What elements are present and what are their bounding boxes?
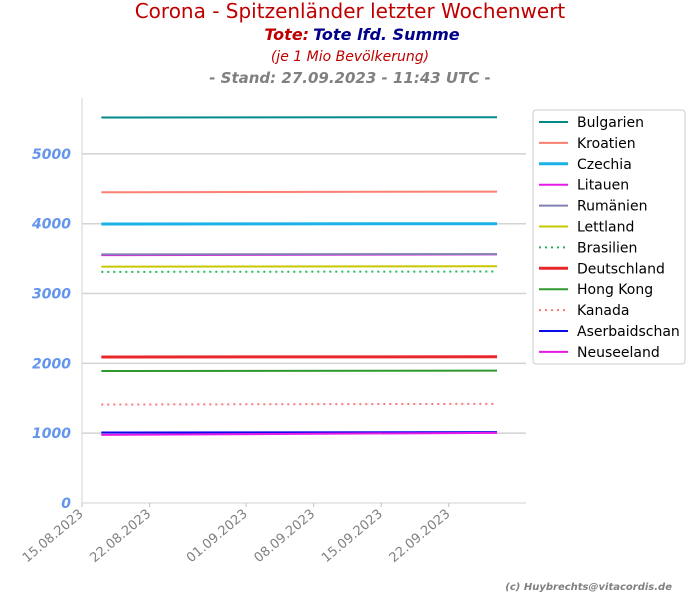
y-tick-label: 3000 [32,287,71,303]
y-tick-label: 4000 [31,217,71,233]
subtitle-prefix: Tote: [264,25,309,44]
y-tick-label: 1000 [32,426,71,442]
grid [82,153,526,434]
series-lines [101,116,498,436]
legend-label: Czechia [577,157,632,173]
legend-label: Litauen [577,178,629,194]
legend-label: Hong Kong [577,282,653,298]
legend-label: Brasilien [577,240,637,256]
chart-title: Corona - Spitzenländer letzter Wochenwer… [135,0,566,23]
x-tick-label: 15.08.2023 [20,507,87,566]
y-tick-label: 0 [61,496,71,512]
x-tick-labels: 15.08.2023 22.08.2023 01.09.2023 08.09.2023… [20,503,453,566]
chart-subtitle: Tote: Tote lfd. Summe [264,25,459,44]
x-tick-label: 08.09.2023 [252,507,319,566]
y-tick-label: 2000 [32,356,71,372]
legend-label: Neuseeland [577,345,660,361]
legend-label: Bulgarien [577,115,644,131]
series-line-kroatien [101,190,498,194]
legend-box [532,109,686,365]
series-line-kanada [101,402,498,406]
legend: Bulgarien Kroatien Czechia Litauen Rumänien L… [532,109,686,365]
x-tick-label: 15.09.2023 [319,507,386,566]
y-tick-labels: 0 1000 2000 3000 4000 5000 [31,147,71,512]
legend-label: Kroatien [577,136,636,152]
credit-text: (c) Huybrechts@vitacordis.de [505,582,672,593]
legend-label: Deutschland [577,261,665,277]
series-line-neuseeland [101,431,498,436]
subtitle-main: Tote lfd. Summe [313,25,460,44]
legend-label: Aserbaidschan [577,324,680,340]
legend-label: Lettland [577,220,634,236]
chart-stand: - Stand: 27.09.2023 - 11:43 UTC - [209,69,491,87]
x-tick-label: 01.09.2023 [184,507,251,566]
legend-label: Rumänien [577,199,647,215]
x-tick-label: 22.08.2023 [87,507,154,566]
chart-note: (je 1 Mio Bevölkerung) [271,49,429,65]
legend-label: Kanada [577,303,629,319]
y-tick-label: 5000 [32,147,71,163]
x-tick-label: 22.09.2023 [387,507,454,566]
axes [81,98,526,504]
